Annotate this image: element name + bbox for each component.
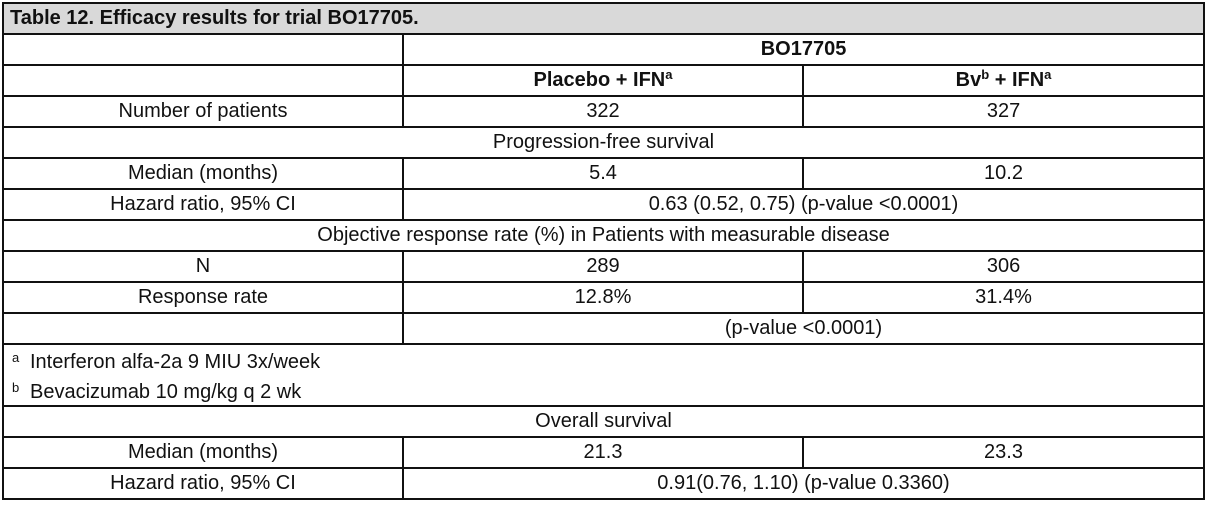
empty-header-cell bbox=[2, 33, 404, 66]
placebo-header-label: Placebo + IFN bbox=[533, 69, 666, 91]
row-label: Median (months) bbox=[2, 157, 404, 190]
row-label: Median (months) bbox=[2, 436, 404, 469]
bv-header-suffix: + IFN bbox=[989, 69, 1045, 91]
table-row: (p-value <0.0001) bbox=[2, 312, 1205, 345]
empty-label-cell bbox=[2, 312, 404, 345]
placebo-column-header: Placebo + IFNa bbox=[402, 64, 804, 97]
bv-column-header: Bvb + IFNa bbox=[801, 64, 1205, 97]
row-label: Response rate bbox=[2, 281, 404, 314]
bv-header-sup: a bbox=[1044, 67, 1052, 82]
table-caption: Table 12. Efficacy results for trial BO1… bbox=[1, 2, 1205, 35]
footnote-mark: b bbox=[12, 380, 20, 395]
bv-cell: 327 bbox=[801, 95, 1205, 128]
placebo-cell: 289 bbox=[402, 250, 804, 283]
merged-value-cell: 0.63 (0.52, 0.75) (p-value <0.0001) bbox=[401, 188, 1205, 221]
row-label: Hazard ratio, 95% CI bbox=[2, 467, 404, 500]
table-row: Number of patients 322 327 bbox=[2, 95, 1205, 128]
table-row: Median (months) 5.4 10.2 bbox=[2, 157, 1205, 190]
footnote-mark: a bbox=[12, 350, 20, 365]
table-row: Hazard ratio, 95% CI 0.63 (0.52, 0.75) (… bbox=[2, 188, 1205, 221]
row-label: N bbox=[2, 250, 404, 283]
section-row: Progression-free survival bbox=[1, 126, 1205, 159]
placebo-cell: 5.4 bbox=[402, 157, 804, 190]
table-row: Median (months) 21.3 23.3 bbox=[2, 436, 1205, 469]
merged-value-cell: 0.91(0.76, 1.10) (p-value 0.3360) bbox=[401, 467, 1205, 500]
bv-header-prefix: Bv bbox=[955, 69, 982, 91]
row-label: Number of patients bbox=[2, 95, 404, 128]
placebo-header-sup: a bbox=[665, 67, 673, 82]
empty-header-cell bbox=[2, 64, 404, 97]
bv-cell: 23.3 bbox=[801, 436, 1205, 469]
footnote-text: Bevacizumab 10 mg/kg q 2 wk bbox=[30, 381, 302, 403]
arm-header-row: Placebo + IFNa Bvb + IFNa bbox=[2, 64, 1205, 97]
placebo-cell: 21.3 bbox=[402, 436, 804, 469]
footnote-row: a Interferon alfa-2a 9 MIU 3x/week b Bevac… bbox=[1, 343, 1205, 407]
section-row: Objective response rate (%) in Patients … bbox=[1, 219, 1205, 252]
efficacy-table: Table 12. Efficacy results for trial BO1… bbox=[1, 2, 1205, 500]
bv-cell: 10.2 bbox=[801, 157, 1205, 190]
footnote: a Interferon alfa-2a 9 MIU 3x/week bbox=[12, 346, 1197, 375]
placebo-cell: 12.8% bbox=[402, 281, 804, 314]
section-title: Progression-free survival bbox=[1, 126, 1205, 159]
footnote: b Bevacizumab 10 mg/kg q 2 wk bbox=[12, 375, 1197, 404]
caption-row: Table 12. Efficacy results for trial BO1… bbox=[1, 2, 1205, 35]
section-title: Objective response rate (%) in Patients … bbox=[1, 219, 1205, 252]
row-label: Hazard ratio, 95% CI bbox=[2, 188, 404, 221]
footnote-text: Interferon alfa-2a 9 MIU 3x/week bbox=[30, 351, 321, 373]
section-title: Overall survival bbox=[1, 405, 1205, 438]
table-row: Hazard ratio, 95% CI 0.91(0.76, 1.10) (p… bbox=[2, 467, 1205, 500]
trial-header-row: BO17705 bbox=[2, 33, 1205, 66]
footnotes-cell: a Interferon alfa-2a 9 MIU 3x/week b Bevac… bbox=[1, 343, 1205, 407]
placebo-cell: 322 bbox=[402, 95, 804, 128]
bv-header-prefix-sup: b bbox=[981, 67, 990, 82]
bv-cell: 31.4% bbox=[801, 281, 1205, 314]
merged-value-cell: (p-value <0.0001) bbox=[401, 312, 1205, 345]
table-row: Response rate 12.8% 31.4% bbox=[2, 281, 1205, 314]
bv-cell: 306 bbox=[801, 250, 1205, 283]
trial-header: BO17705 bbox=[401, 33, 1205, 66]
section-row: Overall survival bbox=[1, 405, 1205, 438]
table-row: N 289 306 bbox=[2, 250, 1205, 283]
